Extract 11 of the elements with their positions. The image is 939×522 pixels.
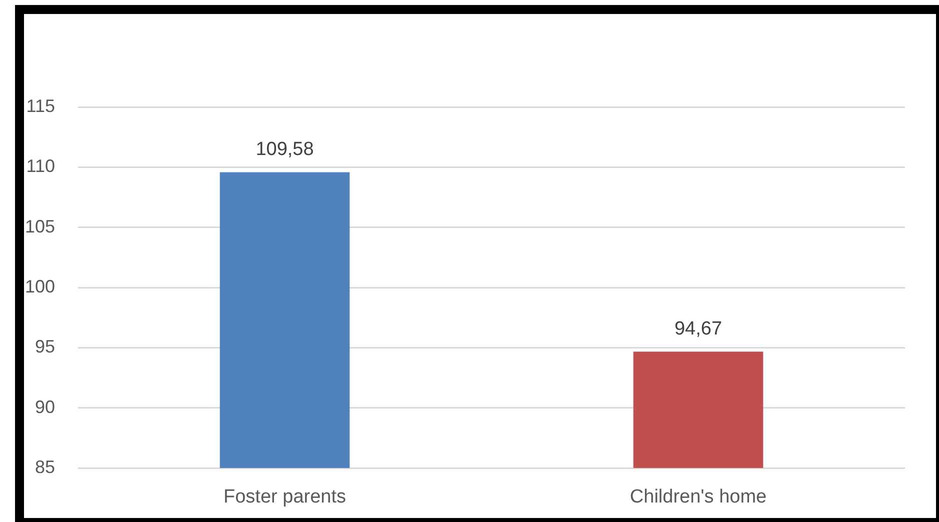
data-label: 109,58 bbox=[256, 139, 314, 160]
y-tick-label: 95 bbox=[34, 336, 55, 357]
y-tick-label: 110 bbox=[26, 156, 55, 176]
y-tick-label: 105 bbox=[24, 216, 55, 236]
x-tick-label: Foster parents bbox=[224, 486, 346, 508]
y-tick-label: 100 bbox=[24, 276, 55, 296]
y-tick-label: 115 bbox=[26, 96, 55, 116]
y-tick-label: 85 bbox=[34, 456, 55, 477]
data-label: 94,67 bbox=[674, 318, 722, 340]
y-tick-label: 90 bbox=[34, 396, 55, 417]
x-tick-label: Children's home bbox=[630, 486, 767, 508]
